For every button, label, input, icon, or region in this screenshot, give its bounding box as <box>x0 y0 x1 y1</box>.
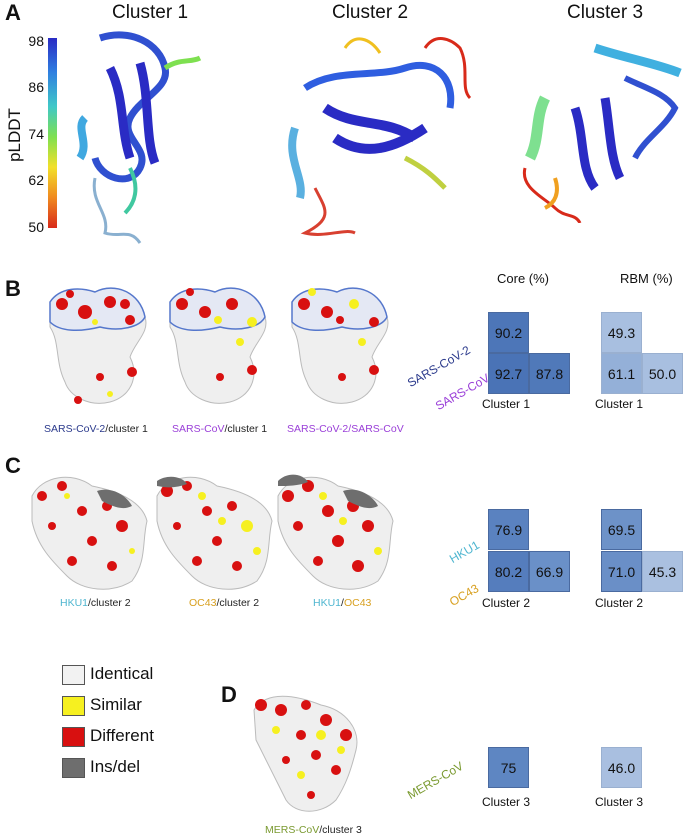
core-cell-bottom-right: 66.9 <box>529 551 570 592</box>
rbm-cluster-label: Cluster 2 <box>595 596 644 610</box>
caption-part: /cluster 1 <box>224 423 268 435</box>
cluster-1-structure-image <box>76 31 202 244</box>
legend-label-similar: Similar <box>90 695 142 714</box>
legend-swatch-identical <box>62 665 85 685</box>
panel-d-surface <box>253 695 358 812</box>
plddt-tick-86: 86 <box>28 79 44 95</box>
panel-d-caption: MERS-CoV/cluster 3 <box>265 824 362 836</box>
caption-part: HKU1 <box>313 597 342 609</box>
rbm-cell-bottom-left: 61.1 <box>601 353 642 394</box>
core-cell: 75 <box>488 747 529 788</box>
core-cell-bottom-left: 80.2 <box>488 551 529 592</box>
legend-label-insdel: Ins/del <box>90 757 141 776</box>
panel-a-letter: A <box>5 0 21 25</box>
caption-part: /cluster 2 <box>216 597 260 609</box>
caption-part: /cluster 3 <box>319 824 362 836</box>
rbm-cluster-label: Cluster 1 <box>595 397 644 411</box>
caption-part: /cluster 1 <box>105 423 148 435</box>
panel-b-caption-3: SARS-CoV-2/SARS-CoV <box>287 423 404 435</box>
core-column-header: Core (%) <box>497 271 550 286</box>
legend-label-identical: Identical <box>90 664 154 683</box>
caption-part: OC43 <box>189 597 217 609</box>
core-cell-bottom-right: 87.8 <box>529 353 570 394</box>
plddt-colorbar <box>48 38 57 228</box>
cluster-3-title: Cluster 3 <box>566 2 644 23</box>
panel-c-letter: C <box>5 453 21 478</box>
caption-part: / <box>348 423 352 435</box>
plddt-axis-label: pLDDT <box>4 108 24 162</box>
plddt-tick-62: 62 <box>28 172 44 188</box>
legend-swatch-different <box>62 727 85 747</box>
plddt-tick-50: 50 <box>28 219 44 235</box>
rbm-cell-top: 69.5 <box>601 509 642 550</box>
caption-part: SARS-CoV <box>172 423 225 435</box>
panel-c-surface-2 <box>156 476 273 590</box>
caption-part: SARS-CoV-2 <box>44 423 106 435</box>
core-cell-top: 90.2 <box>488 312 529 353</box>
cluster-1-title: Cluster 1 <box>111 2 189 23</box>
legend-swatch-insdel <box>62 758 85 778</box>
plddt-tick-98: 98 <box>28 33 44 49</box>
panel-c-caption-1: HKU1/cluster 2 <box>60 597 131 609</box>
panel-c-caption-2: OC43/cluster 2 <box>189 597 259 609</box>
caption-part: SARS-CoV <box>351 423 404 435</box>
core-cell-bottom-left: 92.7 <box>488 353 529 394</box>
core-cell-top: 76.9 <box>488 509 529 550</box>
rbm-cell-bottom-right: 45.3 <box>642 551 683 592</box>
rbm-cluster-label: Cluster 3 <box>595 795 644 809</box>
legend-label-different: Different <box>90 726 154 745</box>
panel-b-surface-2 <box>169 287 267 404</box>
panel-c-row-label-1: HKU1 <box>447 537 482 566</box>
cluster-2-title: Cluster 2 <box>331 2 409 23</box>
caption-part: SARS-CoV-2 <box>287 423 349 435</box>
caption-part: /cluster 2 <box>88 597 131 609</box>
caption-part: MERS-CoV <box>265 824 320 836</box>
panel-b-caption-2: SARS-CoV/cluster 1 <box>172 423 267 435</box>
rbm-cell: 46.0 <box>601 747 642 788</box>
panel-b-surface-3 <box>291 287 389 404</box>
panel-d-letter: D <box>221 682 237 707</box>
caption-part: / <box>341 597 344 609</box>
core-cluster-label: Cluster 3 <box>482 795 531 809</box>
rbm-cell-bottom-left: 71.0 <box>601 551 642 592</box>
panel-c-row-label-2: OC43 <box>447 581 482 609</box>
panel-d-row-label: MERS-CoV <box>405 758 466 802</box>
plddt-tick-74: 74 <box>28 126 44 142</box>
cluster-3-structure-image <box>522 43 682 223</box>
rbm-column-header: RBM (%) <box>620 271 673 286</box>
core-cluster-label: Cluster 2 <box>482 596 531 610</box>
caption-part: OC43 <box>343 597 372 609</box>
panel-b-caption-1: SARS-CoV-2/cluster 1 <box>44 423 148 435</box>
legend-swatch-similar <box>62 696 85 716</box>
panel-b-surface-1 <box>49 287 147 404</box>
core-cluster-label: Cluster 1 <box>482 397 531 411</box>
rbm-cell-top: 49.3 <box>601 312 642 353</box>
caption-part: HKU1 <box>60 597 89 609</box>
panel-b-letter: B <box>5 276 21 301</box>
rbm-cell-bottom-right: 50.0 <box>642 353 683 394</box>
panel-c-caption-3: HKU1/OC43 <box>313 597 371 609</box>
panel-c-surface-1 <box>31 476 148 590</box>
cluster-2-structure-image <box>288 37 472 236</box>
panel-c-surface-3 <box>277 474 394 590</box>
